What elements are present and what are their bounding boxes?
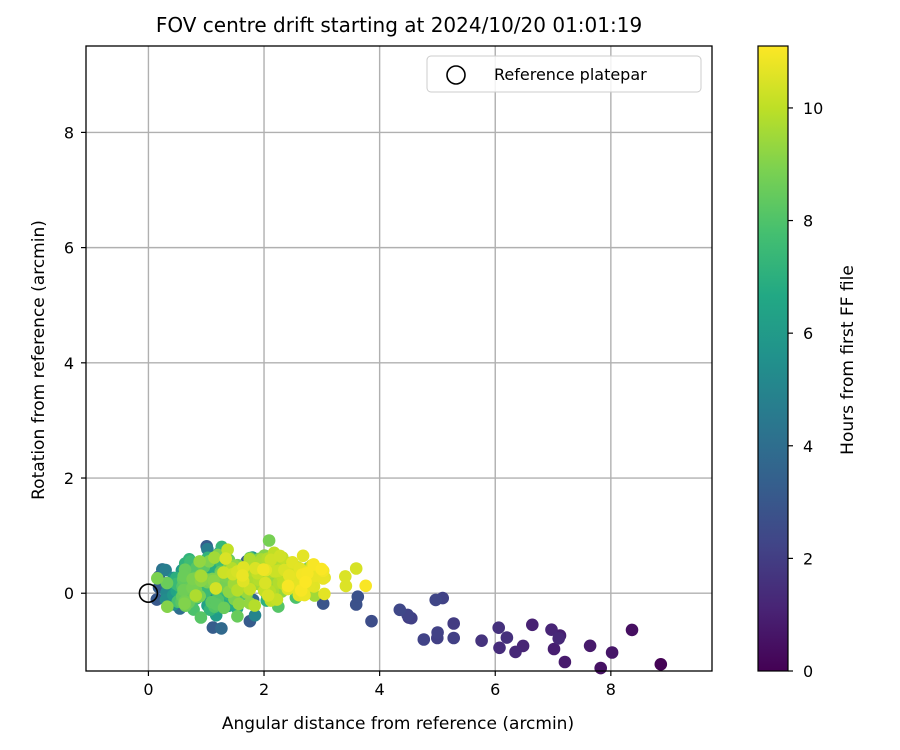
colorbar-tick-label: 10 bbox=[803, 99, 823, 118]
data-point bbox=[261, 589, 275, 602]
data-point bbox=[151, 572, 164, 585]
data-point bbox=[547, 642, 561, 656]
y-tick-label: 8 bbox=[64, 123, 74, 142]
data-point bbox=[150, 593, 164, 606]
data-point bbox=[281, 579, 295, 593]
chart-title: FOV centre drift starting at 2024/10/20 … bbox=[156, 13, 642, 37]
data-point bbox=[431, 626, 444, 639]
x-axis-label: Angular distance from reference (arcmin) bbox=[222, 714, 574, 734]
data-point bbox=[308, 589, 321, 602]
data-point bbox=[545, 623, 558, 636]
data-point bbox=[500, 631, 514, 644]
data-point bbox=[217, 601, 231, 615]
data-point bbox=[429, 593, 443, 607]
data-point bbox=[316, 597, 330, 610]
data-point bbox=[259, 576, 272, 590]
reference-platepar-marker bbox=[138, 583, 159, 604]
data-point bbox=[509, 645, 522, 659]
data-point bbox=[273, 549, 287, 563]
data-point bbox=[393, 603, 407, 617]
legend-label: Reference platepar bbox=[494, 65, 647, 84]
x-tick-label: 0 bbox=[143, 680, 153, 699]
data-point bbox=[339, 579, 353, 593]
y-tick-label: 4 bbox=[64, 354, 74, 373]
data-point bbox=[475, 634, 488, 647]
data-point bbox=[359, 579, 373, 593]
data-point bbox=[654, 658, 668, 671]
colorbar-tick-label: 8 bbox=[803, 212, 813, 231]
data-point bbox=[605, 646, 619, 659]
scatter-points bbox=[150, 534, 668, 675]
data-point bbox=[351, 590, 365, 603]
data-point bbox=[219, 552, 232, 565]
data-point bbox=[558, 655, 572, 669]
data-point bbox=[257, 563, 270, 576]
data-point bbox=[231, 584, 244, 597]
legend: Reference platepar bbox=[426, 55, 702, 93]
data-point bbox=[232, 597, 246, 611]
data-point bbox=[159, 563, 172, 577]
data-point bbox=[447, 617, 461, 630]
y-tick-label: 2 bbox=[64, 469, 74, 488]
x-tick-label: 6 bbox=[490, 680, 500, 699]
axes: 0 2 4 6 8 0 2 4 6 8 bbox=[64, 45, 713, 699]
data-point bbox=[315, 562, 328, 576]
data-point bbox=[594, 661, 607, 675]
data-point bbox=[493, 641, 506, 655]
data-point bbox=[262, 534, 276, 547]
data-point bbox=[160, 576, 174, 590]
colorbar-label: Hours from first FF file bbox=[838, 265, 858, 455]
data-point bbox=[178, 597, 191, 610]
y-tick-label: 6 bbox=[64, 239, 74, 258]
data-point bbox=[161, 600, 174, 613]
data-point bbox=[417, 633, 431, 646]
data-point bbox=[318, 587, 331, 601]
data-point bbox=[552, 632, 565, 645]
data-point bbox=[236, 569, 249, 582]
colorbar-tick-label: 6 bbox=[803, 324, 813, 343]
data-point bbox=[194, 611, 208, 624]
colorbar: 0 2 4 6 8 10 bbox=[757, 45, 823, 681]
data-point bbox=[195, 569, 208, 583]
colorbar-tick-label: 2 bbox=[803, 549, 813, 568]
data-point bbox=[526, 618, 539, 632]
data-point bbox=[282, 569, 296, 582]
data-point bbox=[492, 621, 506, 634]
colorbar-tick-label: 4 bbox=[803, 437, 813, 456]
data-point bbox=[248, 599, 261, 612]
data-point bbox=[625, 623, 639, 637]
data-point bbox=[209, 582, 223, 595]
y-tick-label: 0 bbox=[64, 584, 74, 603]
data-point bbox=[299, 575, 312, 589]
legend-marker-open-circle bbox=[446, 65, 466, 85]
grid bbox=[86, 46, 712, 671]
legend-box bbox=[426, 55, 702, 93]
x-tick-label: 2 bbox=[259, 680, 269, 699]
data-point bbox=[215, 622, 228, 635]
data-point bbox=[447, 631, 461, 645]
colorbar-tick-label: 0 bbox=[803, 662, 813, 681]
data-point bbox=[349, 562, 363, 575]
data-point bbox=[583, 639, 597, 653]
plot-frame bbox=[85, 45, 713, 672]
x-tick-label: 8 bbox=[606, 680, 616, 699]
y-axis-label: Rotation from reference (arcmin) bbox=[29, 220, 49, 500]
data-point bbox=[296, 549, 310, 563]
data-point bbox=[193, 555, 206, 568]
x-tick-label: 4 bbox=[375, 680, 385, 699]
data-point bbox=[248, 609, 262, 622]
colorbar-gradient bbox=[757, 45, 789, 672]
reference-marker-layer bbox=[138, 583, 159, 604]
data-point bbox=[217, 566, 230, 579]
data-point bbox=[189, 589, 203, 602]
data-point bbox=[339, 570, 352, 583]
data-point bbox=[365, 614, 378, 628]
data-point bbox=[208, 551, 221, 564]
data-point bbox=[231, 610, 244, 623]
